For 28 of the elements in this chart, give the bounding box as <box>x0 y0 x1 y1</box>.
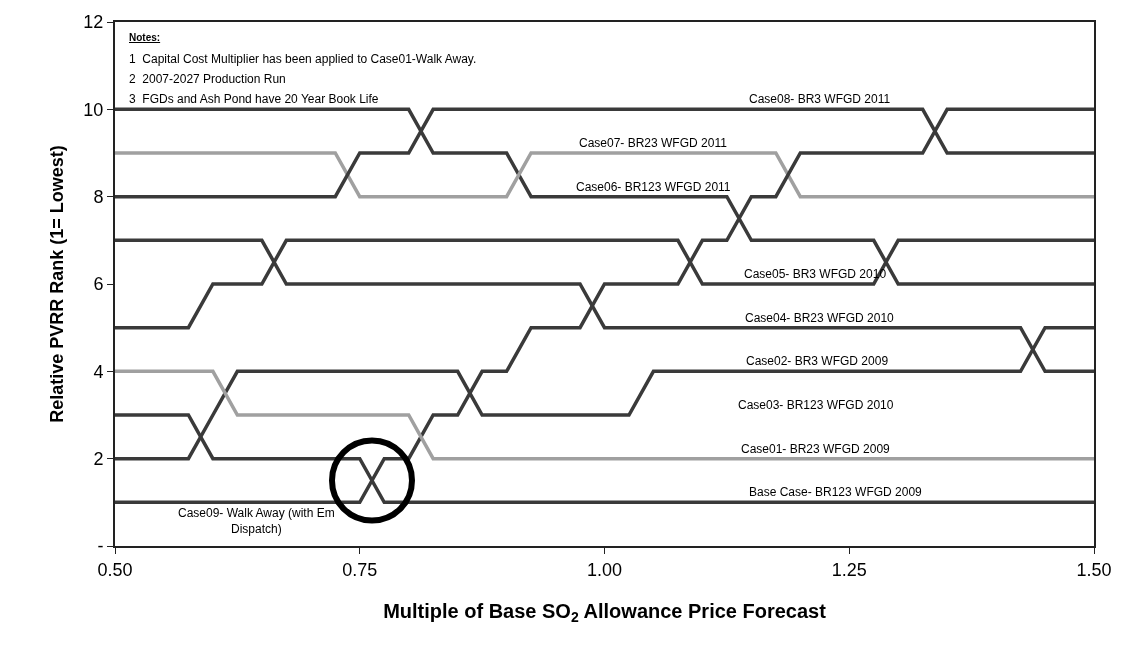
annotation: Case04- BR23 WFGD 2010 <box>745 311 895 325</box>
annotation: Notes: <box>129 32 161 43</box>
annotation: Case01- BR23 WFGD 2009 <box>741 442 891 456</box>
annotation: Case03- BR123 WFGD 2010 <box>738 398 894 412</box>
y-tick-label: 8 <box>93 186 104 207</box>
x-tick-label: 1.25 <box>831 559 867 580</box>
y-tick-label: 4 <box>93 361 104 382</box>
annotation: Case06- BR123 WFGD 2011 <box>576 180 731 194</box>
annotation: 3 FGDs and Ash Pond have 20 Year Book Life <box>129 92 379 106</box>
x-tick-label: 0.75 <box>342 559 378 580</box>
y-tick-label: - <box>97 536 104 557</box>
annotation: 1 Capital Cost Multiplier has been applied to Case01-Walk Away. <box>129 52 477 66</box>
y-axis-title: Relative PVRR Rank (1= Lowest) <box>47 145 68 423</box>
annotation: Case09- Walk Away (with Em Dispatch) <box>178 506 335 536</box>
y-tick-label: 12 <box>83 12 104 33</box>
y-tick-label: 10 <box>83 99 104 120</box>
y-tick-label: 2 <box>93 448 104 469</box>
annotation: Case07- BR23 WFGD 2011 <box>579 136 728 150</box>
annotation: Case08- BR3 WFGD 2011 <box>749 92 891 106</box>
x-tick-label: 0.50 <box>97 559 133 580</box>
annotation: Case02- BR3 WFGD 2009 <box>746 354 889 368</box>
line-series <box>115 107 1094 505</box>
y-tick-label: 6 <box>93 274 104 295</box>
x-axis-title: Multiple of Base SO$_{2}$ Allowance Price Forecast <box>383 599 827 625</box>
annotation: 2 2007-2027 Production Run <box>129 72 286 86</box>
annotation: Base Case- BR123 WFGD 2009 <box>749 485 923 499</box>
x-tick-label: 1.00 <box>586 559 623 580</box>
x-tick-label: 1.50 <box>1076 559 1112 580</box>
